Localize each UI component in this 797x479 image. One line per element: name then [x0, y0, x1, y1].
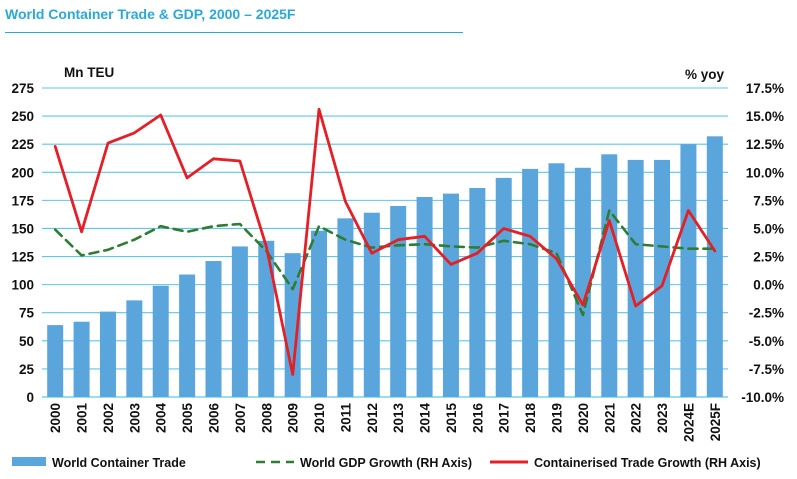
right-tick-label: -10.0%	[741, 390, 784, 405]
legend-swatch-bar	[12, 457, 46, 466]
bar	[548, 163, 565, 397]
legend-label: Containerised Trade Growth (RH Axis)	[534, 456, 761, 470]
bar	[574, 167, 591, 397]
x-tick-label: 2012	[365, 403, 380, 433]
bar	[601, 154, 618, 397]
bar	[390, 205, 407, 397]
left-tick-label: 200	[11, 165, 34, 180]
x-tick-label: 2021	[602, 403, 617, 434]
legend: World Container Trade World GDP Growth (R…	[12, 456, 761, 470]
bar	[126, 300, 143, 397]
x-tick-label: 2025F	[708, 403, 723, 441]
x-tick-label: 2011	[338, 403, 353, 433]
right-tick-label: 12.5%	[746, 137, 784, 152]
bar	[231, 246, 248, 397]
bar	[99, 311, 116, 397]
bar	[442, 193, 459, 397]
bar-series	[47, 136, 723, 398]
left-tick-label: 175	[11, 193, 34, 208]
chart-title: World Container Trade & GDP, 2000 – 2025…	[5, 6, 296, 22]
left-tick-label: 50	[19, 334, 34, 349]
title-divider	[5, 32, 463, 33]
bar	[469, 188, 486, 397]
x-tick-label: 2001	[75, 403, 90, 434]
x-tick-label: 2007	[233, 403, 248, 433]
left-tick-label: 275	[11, 81, 34, 96]
bar	[706, 136, 723, 398]
bar	[311, 230, 328, 397]
x-tick-label: 2010	[312, 403, 327, 433]
left-tick-label: 0	[26, 390, 34, 405]
bar	[495, 177, 512, 397]
right-axis-unit: % yoy	[685, 67, 725, 82]
right-tick-label: 2.5%	[753, 250, 784, 265]
x-tick-label: 2009	[286, 403, 301, 433]
x-tick-label: 2006	[207, 403, 222, 434]
left-tick-label: 25	[19, 362, 35, 377]
right-tick-label: -7.5%	[749, 362, 784, 377]
right-tick-label: 15.0%	[746, 109, 784, 124]
left-tick-label: 225	[11, 137, 34, 152]
line-series	[53, 107, 717, 376]
x-tick-label: 2018	[523, 403, 538, 434]
x-tick-label: 2005	[180, 403, 195, 434]
bar	[205, 261, 222, 397]
right-tick-label: 7.5%	[753, 193, 784, 208]
left-tick-label: 75	[19, 306, 35, 321]
gridlines	[42, 87, 728, 398]
x-tick-label: 2016	[470, 403, 485, 434]
x-tick-label: 2003	[127, 403, 142, 434]
bar	[152, 285, 169, 397]
trade-growth-line	[53, 107, 717, 376]
bar	[73, 321, 90, 397]
x-tick-label: 2002	[101, 403, 116, 433]
right-tick-label: -5.0%	[749, 334, 784, 349]
x-tick-label: 2015	[444, 403, 459, 434]
x-tick-label: 2017	[497, 403, 512, 433]
x-tick-label: 2013	[391, 403, 406, 434]
x-tick-label: 2024E	[681, 403, 696, 442]
bar	[363, 212, 380, 397]
legend-label: World GDP Growth (RH Axis)	[300, 456, 472, 470]
left-axis-ticks: 0 25 50 75 100 125 150 175 200 225 250 275	[11, 81, 34, 405]
left-tick-label: 100	[11, 278, 34, 293]
right-tick-label: -2.5%	[749, 306, 784, 321]
bar	[47, 325, 64, 397]
bar	[416, 196, 433, 397]
bar	[258, 240, 275, 397]
x-tick-label: 2008	[259, 403, 274, 434]
left-tick-label: 150	[11, 221, 34, 236]
x-tick-label: 2020	[576, 403, 591, 433]
bar	[654, 159, 671, 397]
left-tick-label: 250	[11, 109, 34, 124]
right-tick-label: 5.0%	[753, 221, 784, 236]
right-tick-label: 17.5%	[746, 81, 784, 96]
x-tick-label: 2023	[655, 403, 670, 434]
x-tick-label: 2019	[550, 403, 565, 433]
bar	[179, 274, 196, 397]
x-tick-label: 2000	[48, 403, 63, 433]
left-axis-unit: Mn TEU	[64, 65, 114, 80]
bar	[522, 168, 539, 397]
bar	[337, 218, 354, 397]
right-axis-ticks: -10.0% -7.5% -5.0% -2.5% 0.0% 2.5% 5.0% 7.5% 10.…	[741, 81, 784, 405]
x-tick-label: 2014	[418, 403, 433, 434]
legend-label: World Container Trade	[52, 456, 186, 470]
left-tick-label: 125	[11, 250, 34, 265]
bar	[627, 159, 644, 397]
right-tick-label: 0.0%	[753, 278, 784, 293]
x-tick-label: 2022	[629, 403, 644, 433]
bar	[680, 144, 697, 397]
x-tick-label: 2004	[154, 403, 169, 434]
x-axis-ticks: 2000 2001 2002 2003 2004 2005 2006 2007 2008 2009…	[48, 403, 723, 443]
right-tick-label: 10.0%	[746, 165, 784, 180]
